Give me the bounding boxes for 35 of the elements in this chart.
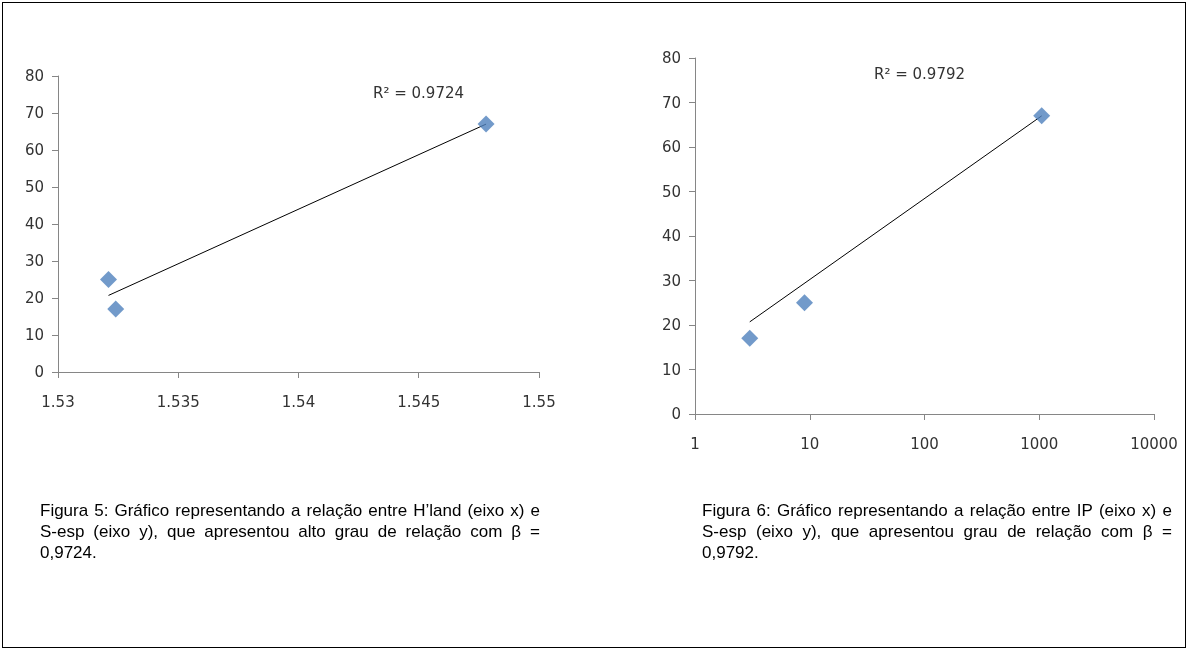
point <box>100 271 117 288</box>
y-tick-label: 0 <box>671 405 681 423</box>
y-tick-label: 60 <box>24 141 44 159</box>
y-tick-label: 80 <box>24 67 44 85</box>
x-tick-label: 1 <box>690 434 700 453</box>
y-tick-label: 30 <box>661 271 681 290</box>
x-tick-label: 1.545 <box>397 392 441 411</box>
x-tick-label: 100 <box>910 434 939 453</box>
y-tick-label: 70 <box>661 93 681 112</box>
annotation: R² = 0.9724 <box>373 83 465 102</box>
y-tick-label: 40 <box>24 215 44 233</box>
point <box>477 115 495 133</box>
text: Figura 6: Gráfico representando a relação entre IP (eixo x) e S-esp (eixo y), que apresentou grau de relação com β = 0,9792. <box>702 500 1172 563</box>
y-tick-label: 0 <box>34 363 44 381</box>
y-tick-label: 70 <box>24 104 44 122</box>
x-tick-label: 10 <box>800 434 820 453</box>
y-tick-label: 10 <box>661 360 681 379</box>
y-tick-label: 30 <box>24 252 44 270</box>
y-tick-label: 10 <box>24 326 44 344</box>
x-tick-label: 1.53 <box>41 392 75 411</box>
y-tick-label: 20 <box>661 316 681 334</box>
x-tick-label: 1000 <box>1020 434 1059 453</box>
y-tick-label: 50 <box>661 182 681 201</box>
point <box>107 300 125 318</box>
y-tick-label: 80 <box>661 49 681 67</box>
text: Figura 5: Gráfico representando a relação entre H’land (eixo x) e S-esp (eixo y), que apresentou alto grau de relação com β = 0,9724. <box>40 500 540 563</box>
y-tick-label: 40 <box>661 227 681 245</box>
annotation: R² = 0.9792 <box>874 64 966 83</box>
y-tick-label: 50 <box>24 178 44 196</box>
x-tick-label: 1.535 <box>156 392 200 411</box>
y-tick-label: 20 <box>24 289 44 307</box>
x-tick-label: 1.55 <box>522 392 556 411</box>
x-tick-label: 10000 <box>1130 434 1178 453</box>
x-tick-label: 1.54 <box>281 392 316 411</box>
y-tick-label: 60 <box>661 138 681 156</box>
